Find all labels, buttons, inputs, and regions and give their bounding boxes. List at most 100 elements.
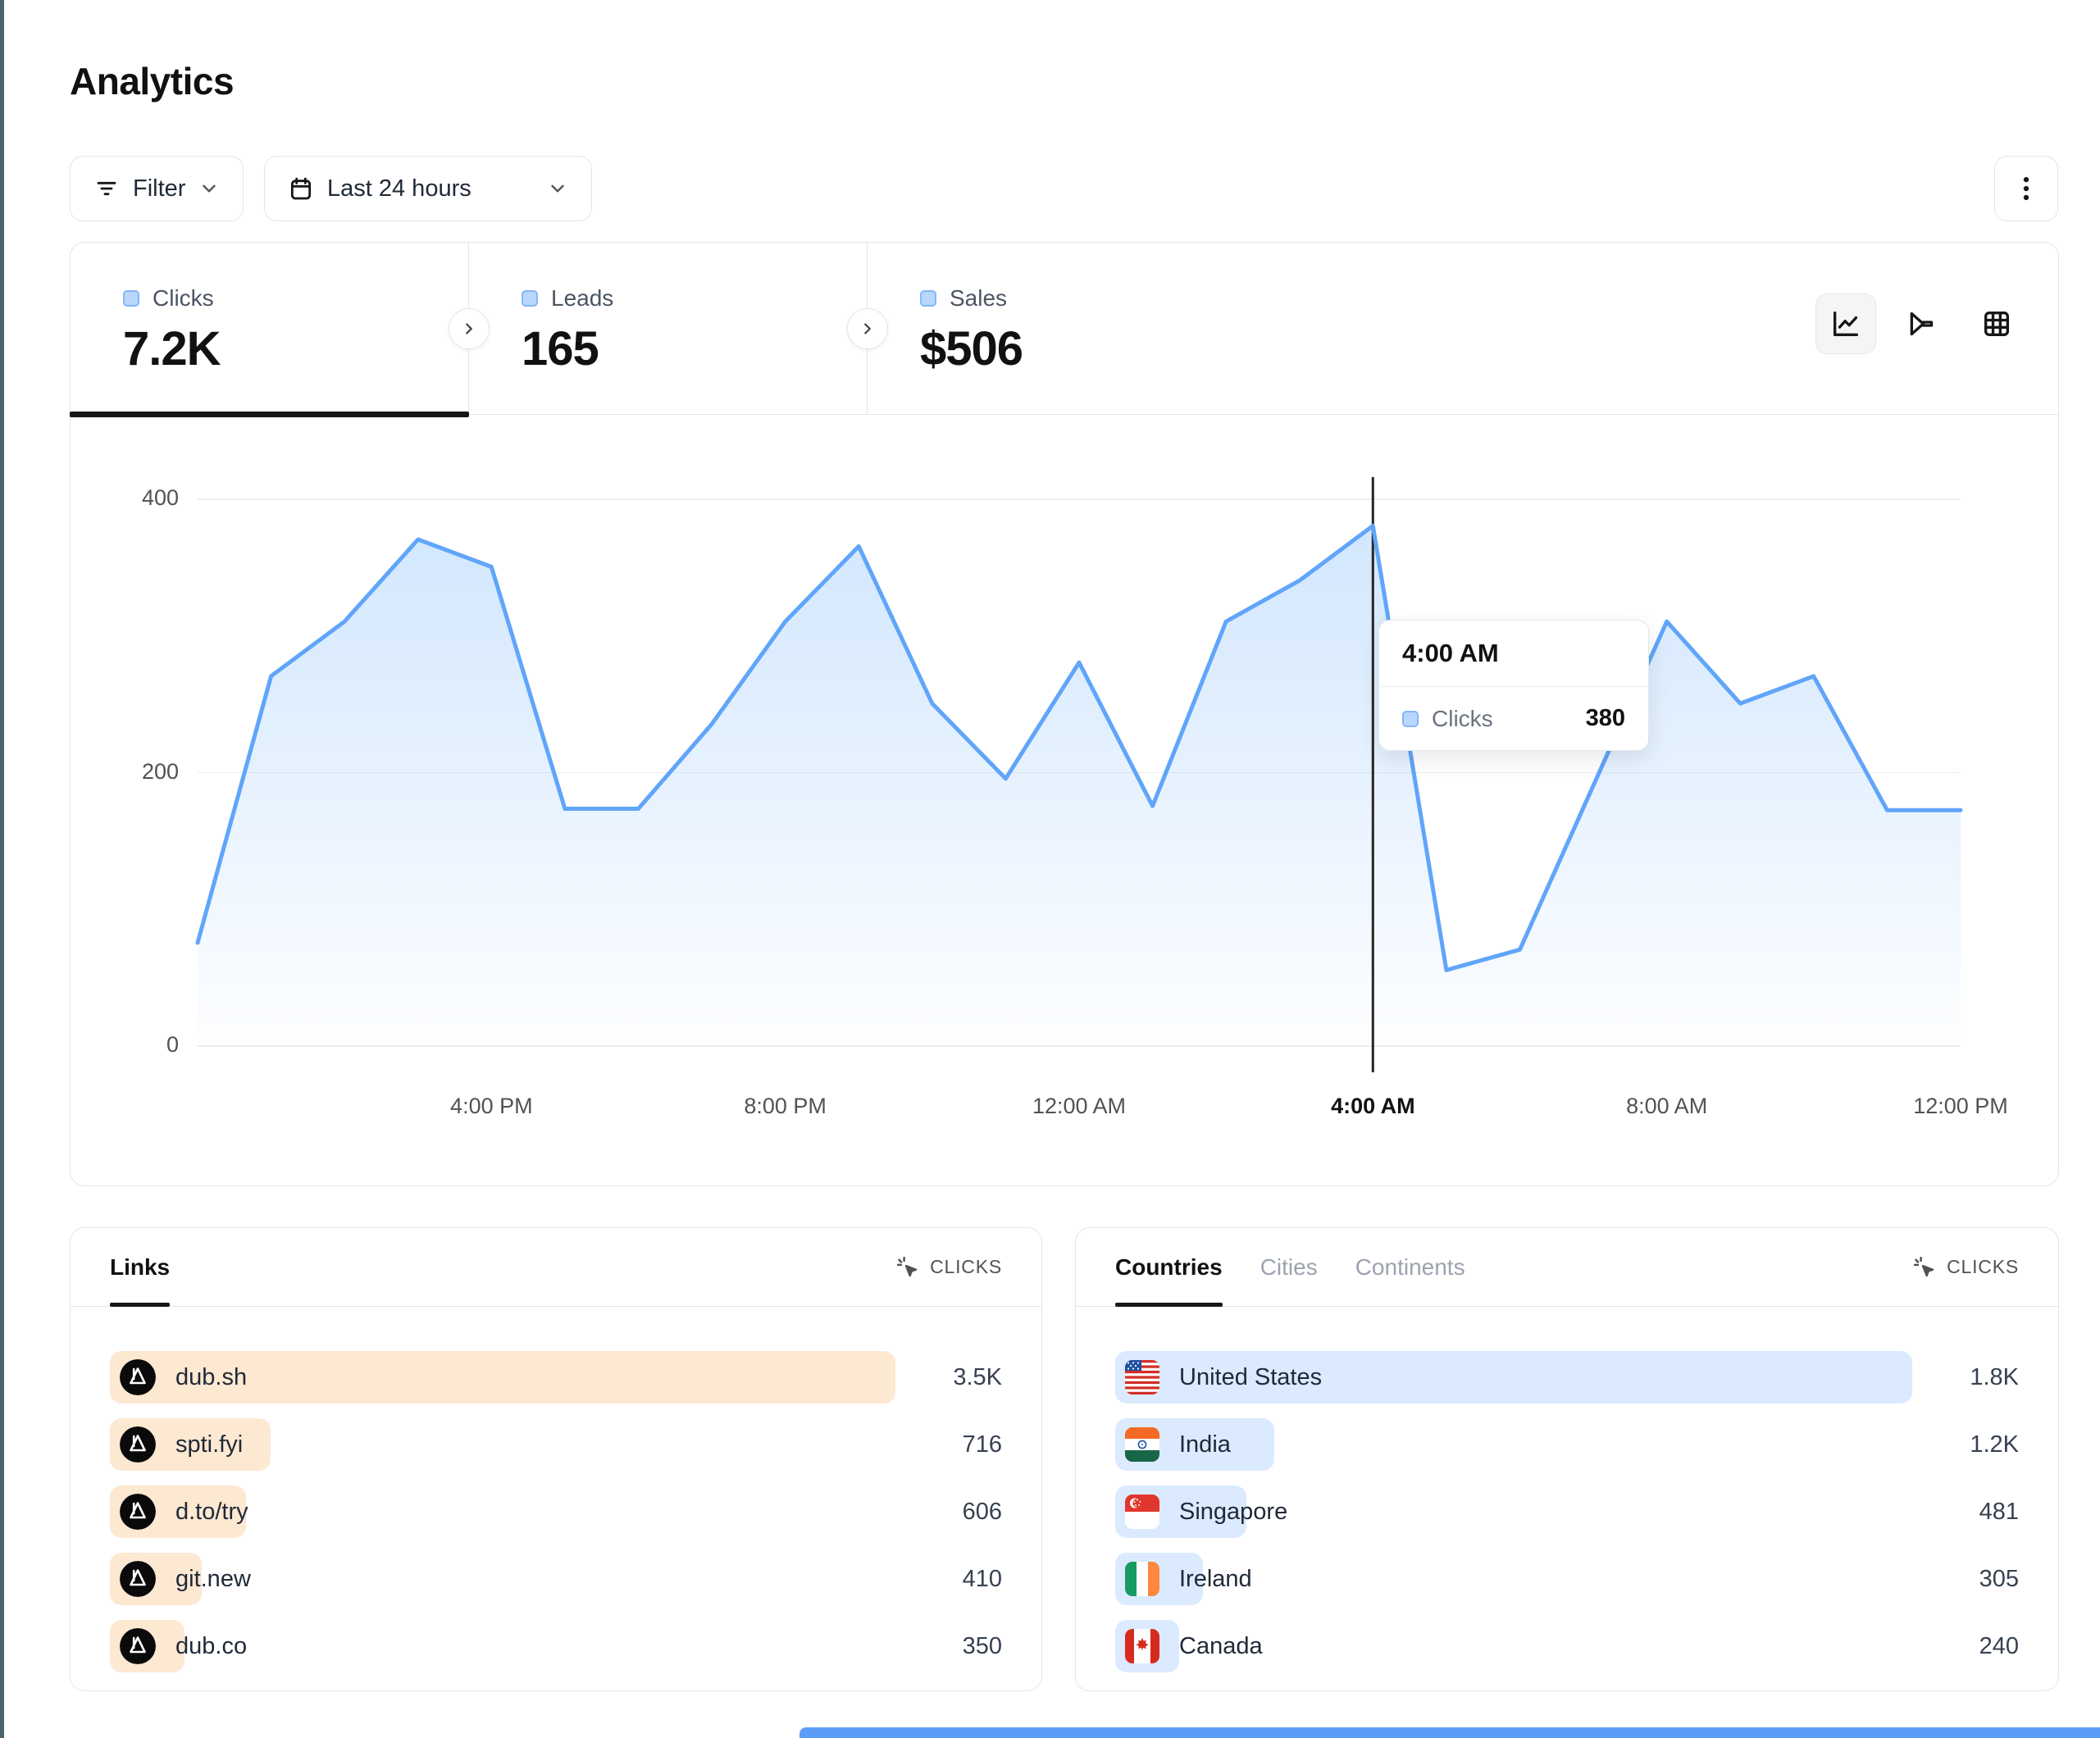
- row-value: 3.5K: [953, 1363, 1002, 1390]
- row-label: Singapore: [1179, 1498, 1288, 1525]
- gridline-400: [198, 498, 1961, 500]
- row-label: spti.fyi: [175, 1431, 244, 1458]
- leads-swatch-icon: [522, 290, 538, 307]
- link-row[interactable]: dub.co 350: [110, 1620, 1002, 1672]
- x-tick-label: 4:00 AM: [1331, 1094, 1415, 1118]
- row-bar-track: d.to/try: [110, 1485, 895, 1538]
- row-bar: [1115, 1351, 1912, 1404]
- clicks-timeseries-chart[interactable]: 0 200 400 4:00 PM 8:00 PM 12:00 AM 4:00 AM 8:0…: [71, 415, 2058, 1184]
- gridline-0: [198, 1045, 1961, 1047]
- sales-swatch-icon: [920, 290, 936, 307]
- sales-value: $506: [920, 322, 1023, 375]
- country-row[interactable]: Ireland 305: [1115, 1553, 2019, 1605]
- row-bar-track: dub.sh: [110, 1351, 895, 1404]
- kebab-menu-icon: [2014, 175, 2039, 202]
- tab-continents[interactable]: Continents: [1355, 1253, 1465, 1280]
- countries-card-header: Countries Cities Continents CLICKS: [1076, 1228, 2058, 1307]
- tooltip-series-value: 380: [1585, 705, 1625, 731]
- chevron-down-icon: [198, 178, 220, 199]
- flag-ie-icon: [1125, 1562, 1159, 1596]
- link-row[interactable]: d.to/try 606: [110, 1485, 1002, 1538]
- flag-ca-icon: [1125, 1629, 1159, 1663]
- country-row[interactable]: India 1.2K: [1115, 1418, 2019, 1471]
- tooltip-time: 4:00 AM: [1379, 621, 1648, 687]
- x-tick-label: 12:00 AM: [1032, 1094, 1127, 1118]
- countries-metric-column[interactable]: CLICKS: [1912, 1255, 2019, 1280]
- countries-card: Countries Cities Continents CLICKS Unite…: [1075, 1227, 2059, 1691]
- chart-tooltip: 4:00 AM Clicks 380: [1378, 620, 1649, 751]
- row-label: dub.co: [175, 1632, 248, 1659]
- row-content: Ireland: [1115, 1553, 1912, 1605]
- row-bar-track: spti.fyi: [110, 1418, 895, 1471]
- row-value: 1.8K: [1970, 1363, 2019, 1390]
- expand-clicks-tab-button[interactable]: [449, 308, 490, 349]
- links-metric-column[interactable]: CLICKS: [895, 1255, 1002, 1280]
- row-label: Canada: [1179, 1632, 1263, 1659]
- leads-value: 165: [522, 322, 599, 375]
- country-row[interactable]: Singapore 481: [1115, 1485, 2019, 1538]
- filter-label: Filter: [133, 175, 186, 202]
- tooltip-series-label: Clicks: [1432, 705, 1493, 731]
- clicks-area-fill: [198, 525, 1961, 1045]
- tooltip-series-row: Clicks 380: [1379, 687, 1648, 750]
- country-row[interactable]: Canada 240: [1115, 1620, 2019, 1672]
- tab-leads[interactable]: Leads 165: [469, 243, 868, 414]
- metric-label: Clicks: [153, 285, 214, 311]
- countries-list: United States 1.8K India 1.2K Singapore 481…: [1076, 1307, 2058, 1672]
- tab-countries[interactable]: Countries: [1115, 1228, 1223, 1307]
- grid-icon: [1980, 307, 2013, 340]
- row-value: 240: [1979, 1632, 2019, 1659]
- y-tick-label: 400: [141, 485, 179, 510]
- bottom-partial-bar: [799, 1727, 2100, 1738]
- row-bar: [110, 1351, 895, 1404]
- link-row[interactable]: dub.sh 3.5K: [110, 1351, 1002, 1404]
- chevron-down-icon: [547, 178, 568, 199]
- flag-in-icon: [1125, 1427, 1159, 1462]
- country-row[interactable]: United States 1.8K: [1115, 1351, 2019, 1404]
- row-value: 410: [962, 1565, 1002, 1592]
- row-content: dub.sh: [110, 1351, 895, 1404]
- link-row[interactable]: spti.fyi 716: [110, 1418, 1002, 1471]
- tab-sales[interactable]: Sales $506: [868, 243, 2058, 414]
- row-content: git.new: [110, 1553, 895, 1605]
- chart-plot-area[interactable]: [195, 477, 1963, 1072]
- cursor-click-icon: [895, 1255, 920, 1280]
- metric-label: Leads: [551, 285, 614, 311]
- x-tick-label: 8:00 AM: [1626, 1094, 1708, 1118]
- row-content: Canada: [1115, 1620, 1912, 1672]
- y-tick-label: 0: [166, 1032, 179, 1057]
- table-view-button[interactable]: [1966, 293, 2027, 354]
- expand-leads-tab-button[interactable]: [847, 308, 888, 349]
- countries-metric-label: CLICKS: [1947, 1256, 2019, 1277]
- row-label: d.to/try: [175, 1498, 248, 1525]
- metric-tabs-row: Clicks 7.2K Leads 165 Sales $506: [70, 243, 2058, 417]
- row-bar-track: Singapore: [1115, 1485, 1912, 1538]
- x-tick-label: 4:00 PM: [450, 1094, 533, 1118]
- links-card-header: Links CLICKS: [71, 1228, 1041, 1307]
- tab-clicks[interactable]: Clicks 7.2K: [70, 243, 469, 417]
- row-bar-track: Canada: [1115, 1620, 1912, 1672]
- link-row[interactable]: git.new 410: [110, 1553, 1002, 1605]
- row-content: dub.co: [110, 1620, 895, 1672]
- clicks-area-chart-svg[interactable]: [195, 477, 1963, 1072]
- row-bar-track: git.new: [110, 1553, 895, 1605]
- filter-button[interactable]: Filter: [70, 156, 244, 221]
- line-chart-view-button[interactable]: [1815, 293, 1876, 354]
- row-content: Singapore: [1115, 1485, 1912, 1538]
- tab-links[interactable]: Links: [110, 1228, 171, 1307]
- row-label: git.new: [175, 1565, 251, 1592]
- date-range-button[interactable]: Last 24 hours: [264, 156, 592, 221]
- funnel-view-button[interactable]: [1891, 293, 1952, 354]
- metric-label: Sales: [950, 285, 1008, 311]
- tab-cities[interactable]: Cities: [1260, 1253, 1318, 1280]
- line-chart-icon: [1829, 307, 1862, 340]
- clicks-swatch-icon: [123, 290, 139, 307]
- chart-type-toggle-group: [1815, 293, 2027, 354]
- funnel-icon: [1905, 307, 1938, 340]
- more-options-button[interactable]: [1994, 156, 2058, 221]
- dub-logo-icon: [120, 1359, 156, 1395]
- left-edge-strip: [0, 0, 4, 1738]
- row-value: 606: [962, 1498, 1002, 1525]
- dub-logo-icon: [120, 1561, 156, 1597]
- y-tick-label: 200: [141, 758, 179, 784]
